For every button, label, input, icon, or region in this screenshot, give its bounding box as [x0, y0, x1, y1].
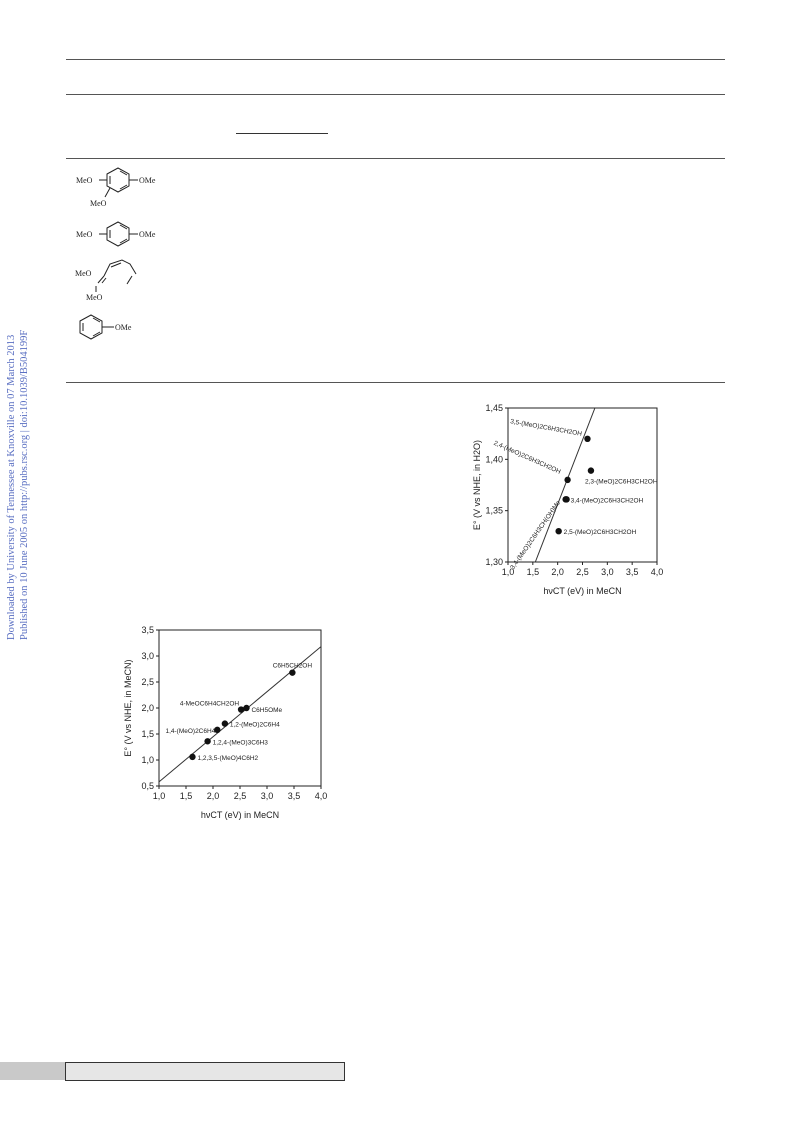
structure-dimethoxybenzene-ortho: MeO MeO [74, 256, 164, 309]
structure-1-substituent-left: MeO [76, 176, 93, 185]
x-tick-label: 4,0 [315, 791, 328, 801]
y-tick-label: 0,5 [141, 781, 154, 791]
table-body-top-rule [66, 158, 725, 159]
y-tick-label: 1,40 [485, 454, 503, 464]
x-tick-label: 2,0 [551, 567, 564, 577]
y-tick-label: 1,0 [141, 755, 154, 765]
point-label: 4-MeOC6H4CH2OH [180, 701, 240, 708]
y-tick-label: 3,5 [141, 625, 154, 635]
table-top-rule [66, 59, 725, 60]
x-tick-label: 4,0 [651, 567, 664, 577]
data-point [214, 726, 221, 734]
point-label: C6H5CH2OH [273, 663, 313, 670]
structure-trimethoxybenzene: MeO OMe MeO [74, 164, 164, 217]
structure-4-substituent-right: OMe [115, 323, 132, 332]
y-tick-label: 1,30 [485, 557, 503, 567]
structure-1-substituent-bottom: MeO [90, 199, 107, 208]
point-label: 1,2,3,5-(MeO)4C6H2 [197, 755, 258, 762]
data-point [584, 435, 591, 442]
point-label: 3,5-(MeO)2C6H3CH2OH [510, 418, 583, 438]
data-point [221, 720, 229, 727]
y-axis-title: E° (V vs NHE, in MeCN) [123, 659, 133, 756]
data-point [587, 467, 595, 474]
fit-line [534, 408, 596, 562]
point-label: 1,4-(MeO)2C6H4 [165, 728, 215, 735]
data-point [289, 669, 296, 676]
structure-3-substituent-bottom: MeO [86, 293, 103, 302]
x-tick-label: 1,0 [502, 567, 515, 577]
data-point [237, 706, 245, 713]
table-column-group-rule [236, 133, 328, 134]
data-point [189, 753, 196, 761]
footer-page-tab [0, 1062, 65, 1080]
point-label: 3,4-(MeO)2C6H3CH2OH [571, 497, 644, 504]
x-tick-label: 3,0 [601, 567, 614, 577]
download-note: Downloaded by University of Tennessee at… [6, 334, 17, 640]
chart-eo-water: 1,0 1,5 2,0 2,5 3,0 3,5 4,0 1,30 1,35 1,40 1,45 hνC… [470, 398, 710, 613]
structure-1-substituent-right: OMe [139, 176, 156, 185]
data-point [555, 528, 562, 535]
chart-eo-mecn: 1,0 1,5 2,0 2,5 3,0 3,5 4,0 0,5 1,0 1,5 2,0 2,5 3,0 3… [105, 622, 345, 837]
data-point [204, 738, 211, 745]
structure-anisole: OMe [74, 312, 164, 349]
x-tick-label: 3,5 [288, 791, 301, 801]
x-tick-label: 3,0 [261, 791, 274, 801]
y-tick-label: 1,45 [485, 403, 503, 413]
table-bottom-rule [66, 382, 725, 383]
x-tick-label: 2,0 [207, 791, 220, 801]
structure-2-substituent-right: OMe [139, 230, 156, 239]
x-tick-label: 1,5 [527, 567, 540, 577]
y-tick-label: 1,35 [485, 506, 503, 516]
x-tick-label: 1,5 [180, 791, 193, 801]
point-label: 1,2,4-(MeO)3C6H3 [213, 739, 269, 746]
y-tick-label: 2,0 [141, 703, 154, 713]
x-tick-label: 1,0 [153, 791, 166, 801]
structure-dimethoxybenzene-para: MeO OMe [74, 221, 164, 254]
x-tick-label: 2,5 [576, 567, 589, 577]
x-tick-label: 3,5 [626, 567, 639, 577]
point-label: 2,5-(MeO)2C6H3CH2OH [564, 529, 637, 536]
table-header-rule [66, 94, 725, 95]
structure-2-substituent-left: MeO [76, 230, 93, 239]
y-tick-label: 1,5 [141, 729, 154, 739]
y-tick-label: 3,0 [141, 651, 154, 661]
x-tick-label: 2,5 [234, 791, 247, 801]
point-label: C6H5OMe [251, 707, 282, 714]
point-label: 2,3-(MeO)2C6H3CH2OH [585, 479, 658, 486]
data-point [243, 704, 250, 712]
x-axis-title: hνCT (eV) in MeCN [201, 810, 279, 820]
point-label: 1,2-(MeO)2C6H4 [230, 722, 280, 729]
fit-line [159, 646, 321, 783]
data-point [562, 496, 569, 503]
x-axis-title: hνCT (eV) in MeCN [543, 586, 621, 596]
publication-note: Published on 10 June 2005 on http://pubs… [19, 329, 30, 640]
y-axis-title: E° (V vs NHE, in H2O) [472, 440, 482, 530]
data-point [564, 476, 571, 484]
footer-journal-bar [65, 1062, 345, 1081]
y-tick-label: 2,5 [141, 677, 154, 687]
structure-3-substituent-top: MeO [75, 269, 92, 278]
